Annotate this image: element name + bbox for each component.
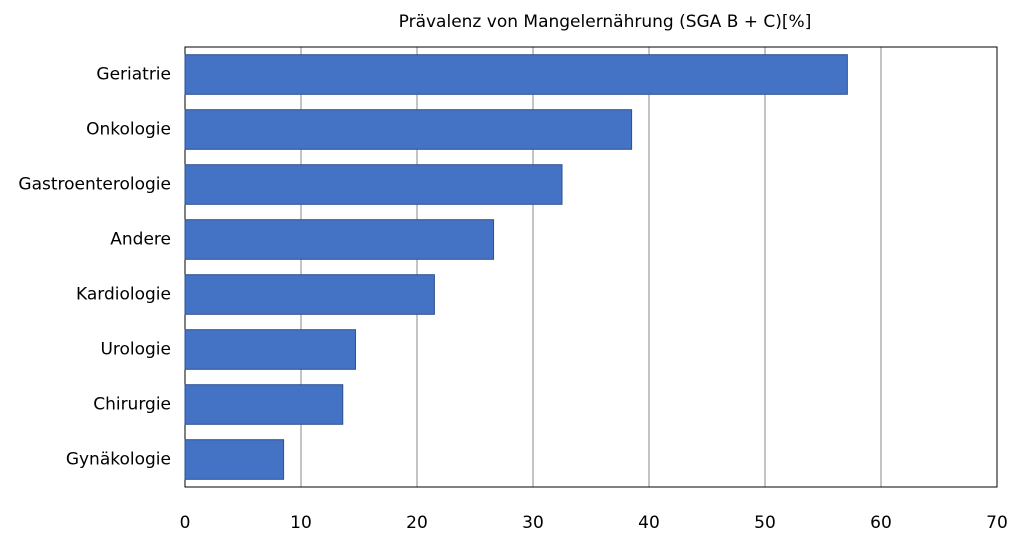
bar — [184, 384, 344, 425]
plot-frame — [184, 46, 998, 488]
y-tick-label: Onkologie — [86, 120, 171, 140]
y-tick-label: Gastroenterologie — [18, 175, 171, 195]
y-tick-label: Andere — [110, 230, 171, 250]
x-tick-label: 0 — [180, 513, 191, 533]
bar — [184, 109, 633, 150]
y-tick-label: Chirurgie — [93, 395, 171, 415]
y-tick-label: Kardiologie — [76, 285, 171, 305]
y-tick-label: Urologie — [100, 340, 171, 360]
bar — [184, 274, 435, 315]
x-tick-label: 20 — [406, 513, 428, 533]
bar — [184, 219, 495, 260]
x-tick-label: 10 — [290, 513, 312, 533]
bar — [184, 329, 357, 370]
x-tick-label: 70 — [986, 513, 1008, 533]
bar — [184, 164, 563, 205]
chart-title: Prävalenz von Mangelernährung (SGA B + C… — [399, 12, 812, 32]
x-tick-label: 60 — [870, 513, 892, 533]
bar — [184, 439, 285, 480]
y-tick-label: Geriatrie — [96, 65, 171, 85]
x-tick-label: 50 — [754, 513, 776, 533]
x-tick-label: 40 — [638, 513, 660, 533]
bar — [184, 54, 848, 95]
x-tick-label: 30 — [522, 513, 544, 533]
y-tick-label: Gynäkologie — [66, 450, 171, 470]
